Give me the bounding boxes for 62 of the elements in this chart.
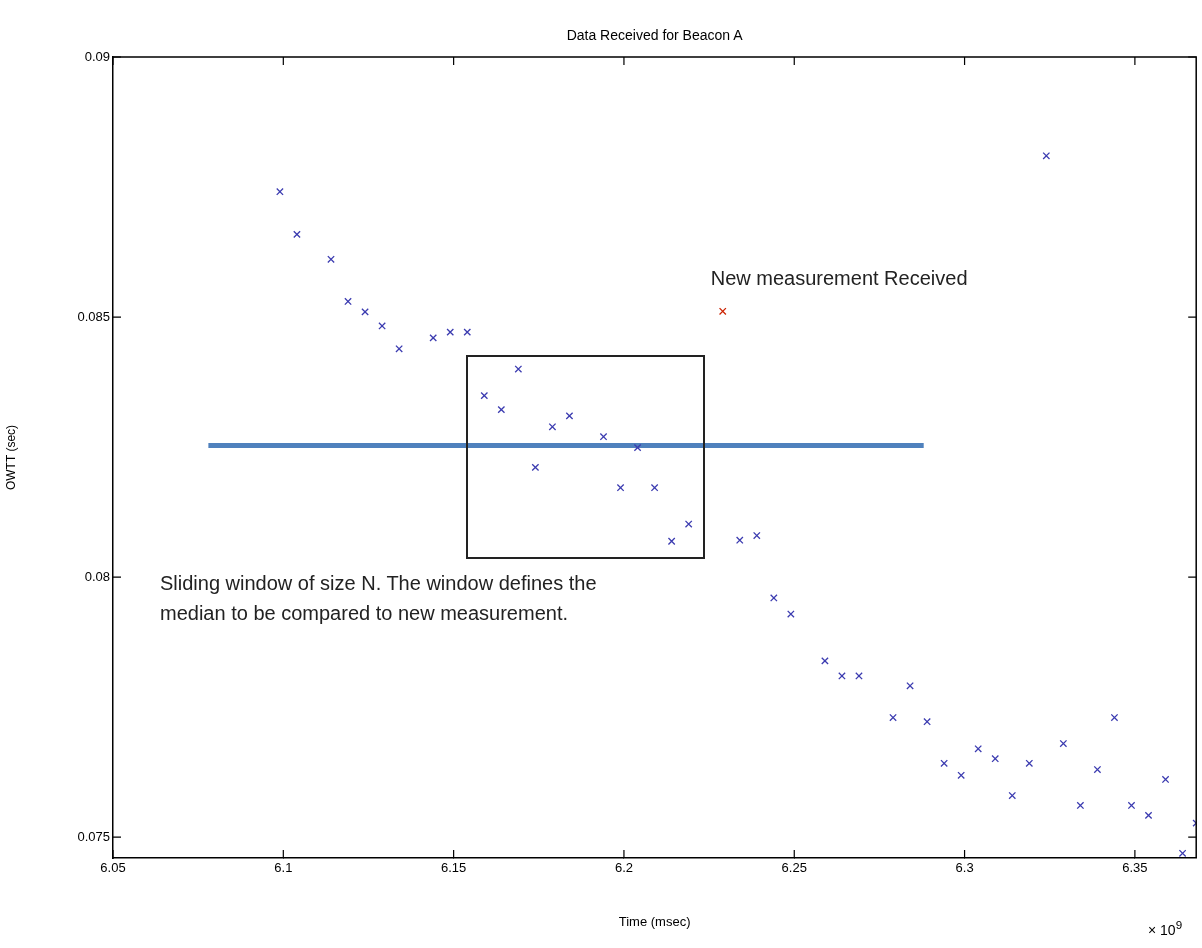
point bbox=[940, 759, 948, 768]
point bbox=[906, 682, 914, 690]
point bbox=[378, 322, 386, 330]
point bbox=[1093, 765, 1102, 774]
point bbox=[276, 187, 284, 196]
y-tick-label: 0.085 bbox=[77, 308, 110, 324]
y-tick-label: 0.08 bbox=[84, 568, 110, 584]
point bbox=[395, 344, 403, 353]
x-tick-label: 6.25 bbox=[781, 860, 807, 876]
y-tick-label: 0.075 bbox=[77, 828, 110, 844]
point bbox=[650, 483, 659, 492]
point bbox=[1178, 849, 1187, 858]
point bbox=[769, 594, 778, 602]
point bbox=[327, 255, 335, 264]
x-tick-label: 6.3 bbox=[955, 860, 974, 876]
x-axis-title: Time (msec) bbox=[618, 913, 691, 929]
point bbox=[855, 672, 863, 680]
point bbox=[531, 463, 540, 472]
y-tick-label: 0.09 bbox=[84, 48, 110, 64]
point bbox=[752, 531, 761, 540]
point bbox=[514, 365, 523, 373]
point bbox=[923, 717, 931, 726]
point bbox=[957, 771, 965, 780]
text: × 10$^{9}$ bbox=[1148, 918, 1183, 938]
point bbox=[1161, 775, 1170, 784]
point bbox=[667, 537, 676, 546]
point bbox=[463, 328, 472, 336]
point bbox=[735, 536, 744, 545]
chart-title: Data Received for Beacon A bbox=[566, 26, 744, 43]
point bbox=[838, 672, 846, 680]
point bbox=[599, 432, 608, 441]
point bbox=[633, 443, 642, 452]
point bbox=[446, 328, 455, 336]
point bbox=[1144, 811, 1153, 820]
point bbox=[548, 422, 557, 431]
x-tick-label: 6.2 bbox=[614, 860, 633, 876]
point bbox=[1042, 151, 1051, 160]
annotation: Sliding window of size N. The window defines the median to be compared to new measurement. bbox=[160, 571, 598, 626]
point bbox=[1059, 739, 1068, 748]
x-tick-label: 6.35 bbox=[1122, 860, 1148, 876]
point bbox=[497, 405, 506, 414]
x-tick-label: 6.15 bbox=[440, 860, 467, 876]
point bbox=[361, 308, 369, 316]
annotation: New measurement Received bbox=[710, 266, 968, 289]
point bbox=[787, 610, 795, 618]
point bbox=[429, 334, 438, 342]
point bbox=[1076, 801, 1085, 810]
point bbox=[480, 391, 489, 400]
point bbox=[821, 657, 829, 665]
point bbox=[565, 412, 574, 420]
point bbox=[1110, 713, 1119, 722]
point bbox=[889, 713, 897, 722]
y-axis-title: OWTT (sec) bbox=[3, 424, 18, 491]
point bbox=[293, 230, 301, 239]
x-tick-label: 6.1 bbox=[274, 860, 293, 876]
point bbox=[684, 520, 693, 528]
point bbox=[1008, 791, 1017, 800]
x-tick-label: 6.05 bbox=[100, 860, 126, 876]
point bbox=[1025, 759, 1034, 768]
point bbox=[344, 297, 352, 306]
point bbox=[991, 754, 1000, 763]
point bbox=[616, 483, 625, 492]
